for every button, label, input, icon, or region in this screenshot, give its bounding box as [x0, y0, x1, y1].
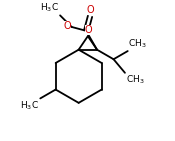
Text: O: O [86, 5, 94, 15]
Text: CH$_3$: CH$_3$ [126, 73, 144, 86]
Text: O: O [85, 26, 92, 36]
Text: H$_3$C: H$_3$C [40, 2, 59, 14]
Text: CH$_3$: CH$_3$ [128, 38, 147, 50]
Text: O: O [63, 21, 71, 31]
Text: H$_3$C: H$_3$C [20, 100, 39, 112]
